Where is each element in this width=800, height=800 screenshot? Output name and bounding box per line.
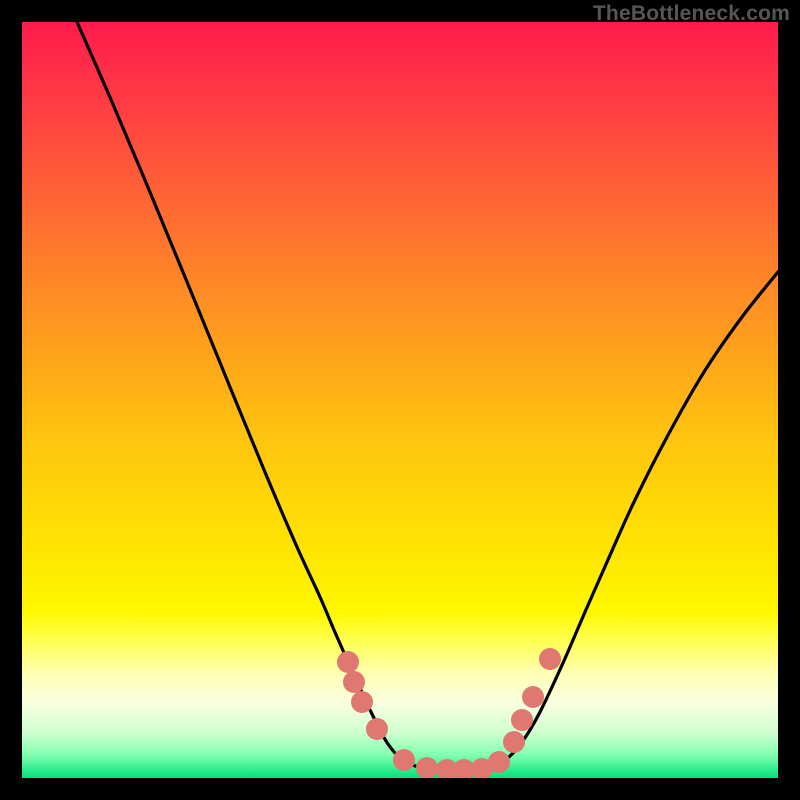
curve-marker xyxy=(343,671,365,693)
curve-marker xyxy=(337,651,359,673)
curve-marker xyxy=(511,709,533,731)
curve-marker xyxy=(351,691,373,713)
curve-marker xyxy=(539,648,561,670)
curve-marker xyxy=(416,757,438,778)
chart-frame: TheBottleneck.com xyxy=(0,0,800,800)
curve-marker xyxy=(522,686,544,708)
watermark: TheBottleneck.com xyxy=(593,2,790,26)
curve-layer xyxy=(22,22,778,778)
plot-area xyxy=(22,22,778,778)
curve-marker xyxy=(393,749,415,771)
curve-marker xyxy=(488,751,510,773)
curve-marker xyxy=(366,718,388,740)
curve-marker xyxy=(503,731,525,753)
bottleneck-curve xyxy=(77,22,778,771)
